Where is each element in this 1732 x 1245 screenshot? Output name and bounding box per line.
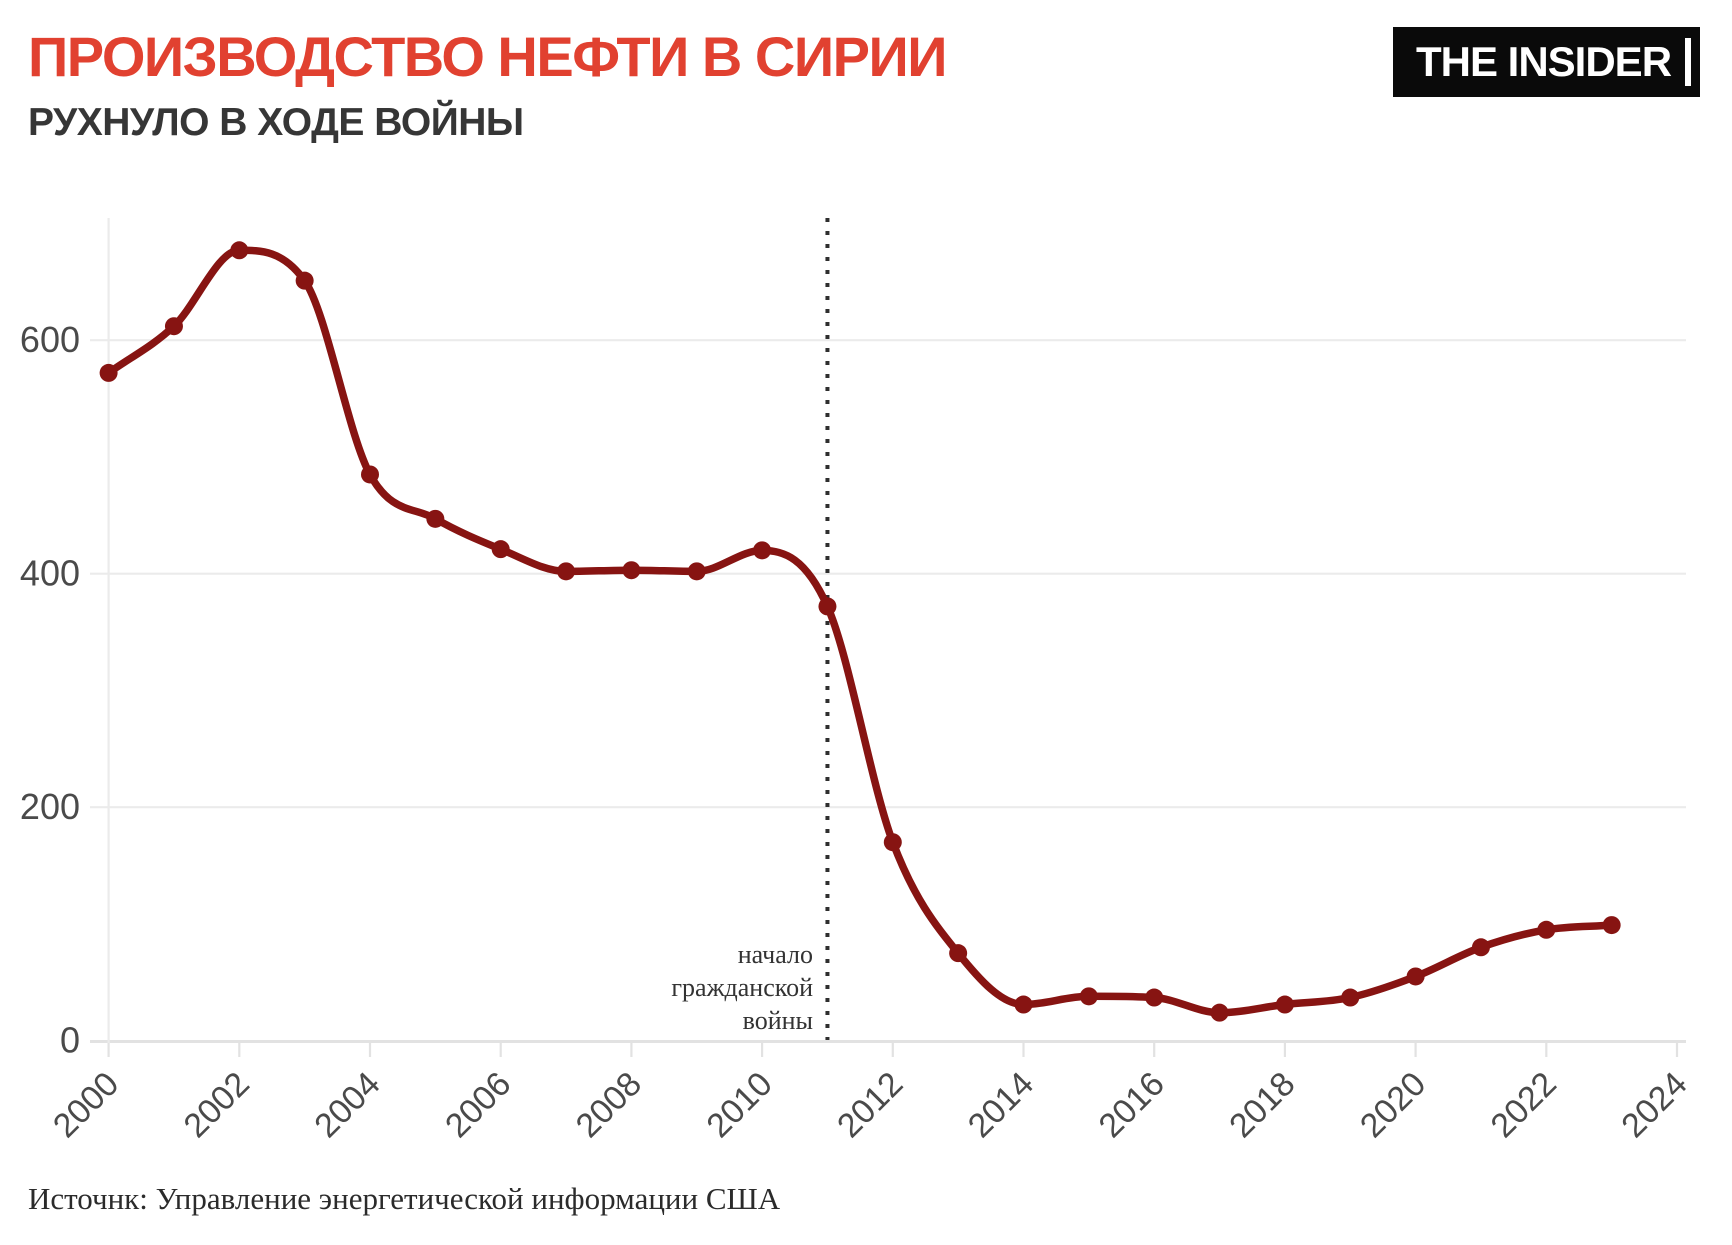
y-tick-label-400: 400	[20, 553, 80, 594]
data-point-2016	[1145, 988, 1164, 1007]
x-tick-label-2010: 2010	[699, 1065, 779, 1145]
data-point-2000	[99, 363, 118, 382]
data-point-2012	[883, 833, 902, 852]
x-tick-label-2000: 2000	[46, 1065, 126, 1145]
annotation-line: гражданской	[671, 973, 813, 1002]
data-point-2020	[1406, 967, 1425, 986]
data-point-2005	[426, 509, 445, 528]
civil-war-annotation: начало гражданской войны	[553, 938, 813, 1037]
x-tick-label-2008: 2008	[569, 1065, 649, 1145]
x-tick-label-2024: 2024	[1614, 1065, 1694, 1145]
data-point-2004	[361, 465, 379, 484]
data-point-2007	[557, 562, 576, 581]
data-point-2015	[1079, 987, 1098, 1006]
x-tick-label-2014: 2014	[961, 1065, 1041, 1145]
x-tick-label-2016: 2016	[1092, 1065, 1172, 1145]
data-point-2010	[753, 541, 772, 560]
annotation-line: войны	[742, 1006, 813, 1035]
x-tick-label-2012: 2012	[830, 1065, 910, 1145]
x-tick-label-2004: 2004	[307, 1065, 387, 1145]
data-point-2022	[1537, 920, 1556, 939]
x-tick-label-2020: 2020	[1353, 1065, 1433, 1145]
data-point-2008	[622, 561, 641, 580]
data-point-2017	[1210, 1003, 1229, 1022]
data-point-2013	[949, 944, 968, 963]
x-tick-label-2002: 2002	[177, 1065, 257, 1145]
page-title: ПРОИЗВОДСТВО НЕФТИ В СИРИИ	[28, 25, 947, 88]
y-tick-label-0: 0	[60, 1020, 80, 1061]
data-point-2014	[1014, 995, 1033, 1014]
x-tick-label-2022: 2022	[1484, 1065, 1564, 1145]
data-point-2021	[1471, 938, 1490, 957]
data-point-2011	[818, 597, 837, 616]
production-trend-line	[104, 246, 1616, 1017]
logo-text: THE INSIDER	[1416, 38, 1672, 85]
data-point-2018	[1275, 995, 1294, 1014]
data-point-2023	[1602, 916, 1621, 935]
data-point-2003	[295, 271, 314, 290]
source-caption: Источнк: Управление энергетической инфор…	[28, 1181, 781, 1216]
data-point-2001	[164, 317, 183, 336]
data-point-2006	[491, 540, 510, 559]
data-point-2002	[230, 241, 249, 260]
y-tick-label-600: 600	[20, 319, 80, 360]
x-tick-label-2006: 2006	[438, 1065, 518, 1145]
logo-cursor-bar	[1685, 38, 1691, 86]
the-insider-logo: THE INSIDER	[1393, 27, 1700, 97]
annotation-line: начало	[737, 940, 813, 969]
data-point-2019	[1341, 988, 1360, 1007]
x-tick-label-2018: 2018	[1222, 1065, 1302, 1145]
page-subtitle: РУХНУЛО В ХОДЕ ВОЙНЫ	[28, 101, 524, 144]
data-point-2009	[687, 562, 706, 581]
y-tick-label-200: 200	[20, 786, 80, 827]
